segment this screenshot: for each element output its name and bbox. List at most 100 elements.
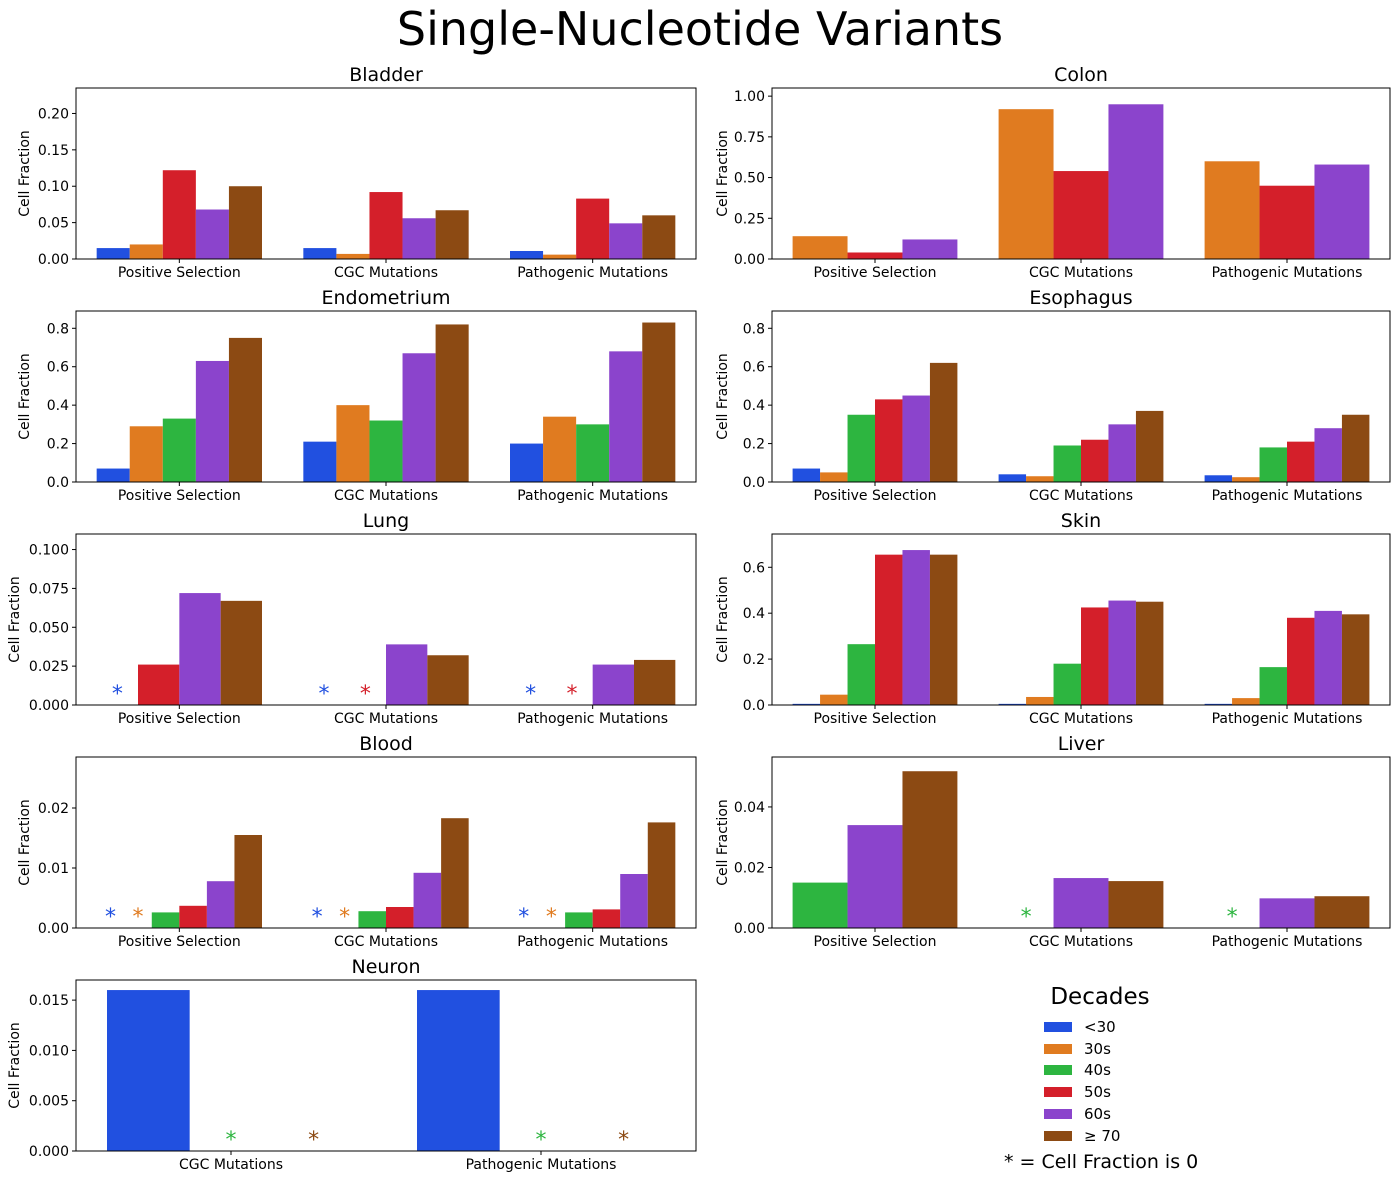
blood-zero-marker-30s-cgc-mutations: * [339,905,350,930]
liver-x-tick-label: CGC Mutations [1029,934,1133,950]
colon-x-tick-label: Positive Selection [814,265,937,281]
colon-x-tick-label: Pathogenic Mutations [1212,265,1363,281]
bladder-bar-50s-pathogenic-mutations [576,198,610,259]
bladder-chart-title: Bladder [349,64,423,86]
bladder-bar-70-plus-cgc-mutations [435,210,469,259]
blood-zero-marker-under-30-positive-selection: * [105,905,116,930]
blood-chart-title: Blood [359,733,413,755]
skin-bar-30s-positive-selection [820,694,848,705]
lung-bar-60s-cgc-mutations [386,644,428,705]
colon-chart-title: Colon [1054,64,1108,86]
lung-zero-marker-under-30-cgc-mutations: * [319,682,330,707]
legend-swatch [1044,1087,1072,1098]
skin-x-tick-label: CGC Mutations [1029,711,1133,727]
colon-y-axis-label: Cell Fraction [715,130,731,217]
endometrium-bar-70-plus-pathogenic-mutations [642,322,676,482]
skin-y-tick-label: 0.2 [743,652,765,668]
blood-x-tick-label: Positive Selection [118,934,241,950]
neuron-zero-marker-70-plus-cgc-mutations: * [308,1128,319,1153]
lung-y-tick-label: 0.100 [29,543,69,559]
bladder-bar-30s-positive-selection [129,244,163,259]
endometrium-bar-under-30-positive-selection [96,468,130,482]
skin-bar-under-30-cgc-mutations [998,703,1027,705]
lung-bar-60s-pathogenic-mutations [592,664,634,705]
legend-item-70-plus: ≥ 70 [1044,1125,1240,1147]
lung-x-tick-label: Positive Selection [118,711,241,727]
colon-y-tick-label: 0.75 [734,130,765,146]
blood-zero-marker-under-30-cgc-mutations: * [312,905,323,930]
blood-bar-70-plus-pathogenic-mutations [647,822,676,928]
lung-zero-marker-50s-pathogenic-mutations: * [567,682,578,707]
neuron-y-tick-label: 0.000 [29,1144,69,1160]
colon-bar-60s-pathogenic-mutations [1314,164,1370,259]
skin-bar-70-plus-cgc-mutations [1135,601,1164,705]
skin-bar-50s-positive-selection [875,554,903,705]
liver-bar-60s-cgc-mutations [1053,878,1109,928]
skin-bar-70-plus-positive-selection [929,554,958,705]
skin-bar-60s-positive-selection [902,550,930,705]
skin-plot-frame [771,533,1391,706]
endometrium-bar-under-30-cgc-mutations [303,441,337,482]
legend-swatch [1044,1021,1072,1032]
blood-y-tick-label: 0.01 [38,861,69,877]
bladder-plot-frame [75,87,697,260]
colon-y-tick-label: 0.00 [734,252,765,268]
lung-x-tick-label: CGC Mutations [334,711,438,727]
colon-plot-frame [771,87,1391,260]
lung-bar-70-plus-pathogenic-mutations [634,659,676,705]
colon-bar-30s-positive-selection [792,236,848,259]
esophagus-bar-70-plus-cgc-mutations [1135,410,1164,482]
endometrium-bar-30s-positive-selection [129,426,163,482]
esophagus-bar-40s-cgc-mutations [1053,445,1081,482]
esophagus-bar-under-30-cgc-mutations [998,474,1027,482]
lung-zero-marker-50s-cgc-mutations: * [360,682,371,707]
neuron-zero-marker-70-plus-pathogenic-mutations: * [618,1128,629,1153]
legend-swatch [1044,1109,1072,1120]
blood-bar-70-plus-positive-selection [234,835,262,928]
skin-y-tick-label: 0.6 [743,560,765,576]
endometrium-bar-70-plus-positive-selection [228,337,262,482]
bladder-bar-under-30-cgc-mutations [303,248,337,259]
blood-bar-60s-cgc-mutations [413,872,442,928]
liver-zero-marker-40s-pathogenic-mutations: * [1227,905,1238,930]
neuron-zero-marker-40s-cgc-mutations: * [226,1128,237,1153]
figure-title: Single-Nucleotide Variants [396,2,1004,56]
colon-bar-50s-cgc-mutations [1053,171,1109,259]
colon-bar-30s-pathogenic-mutations [1204,161,1260,259]
endometrium-y-axis-label: Cell Fraction [17,353,33,440]
bladder-y-tick-label: 0.20 [38,106,69,122]
endometrium-y-tick-label: 0.8 [47,321,69,337]
lung-y-tick-label: 0.075 [29,581,69,597]
esophagus-y-tick-label: 0.8 [743,321,765,337]
skin-bar-40s-pathogenic-mutations [1259,667,1287,705]
blood-zero-marker-30s-pathogenic-mutations: * [546,905,557,930]
bladder-x-tick-label: Pathogenic Mutations [517,265,668,281]
endometrium-y-tick-label: 0.2 [47,437,69,453]
liver-bar-70-plus-pathogenic-mutations [1314,896,1370,928]
neuron-chart-title: Neuron [351,956,420,978]
skin-y-tick-label: 0.4 [743,606,765,622]
blood-bar-60s-pathogenic-mutations [620,874,648,928]
liver-x-tick-label: Positive Selection [814,934,937,950]
neuron-y-tick-label: 0.010 [29,1043,69,1059]
lung-y-tick-label: 0.025 [29,659,69,675]
endometrium-y-tick-label: 0.0 [47,475,69,491]
esophagus-y-tick-label: 0.0 [743,475,765,491]
esophagus-bar-30s-cgc-mutations [1026,476,1054,482]
colon-bar-60s-cgc-mutations [1108,104,1164,260]
lung-y-tick-label: 0.000 [29,698,69,714]
bladder-y-axis-label: Cell Fraction [17,130,33,217]
esophagus-bar-60s-positive-selection [902,395,930,482]
skin-y-tick-label: 0.0 [743,698,765,714]
skin-chart-title: Skin [1061,510,1101,532]
endometrium-bar-under-30-pathogenic-mutations [510,443,544,482]
endometrium-x-tick-label: CGC Mutations [334,488,438,504]
neuron-zero-marker-40s-pathogenic-mutations: * [536,1128,547,1153]
endometrium-y-tick-label: 0.4 [47,398,69,414]
bladder-bar-30s-pathogenic-mutations [543,254,577,259]
neuron-bar-under-30-cgc-mutations [107,990,190,1151]
bladder-x-tick-label: Positive Selection [118,265,241,281]
esophagus-bar-50s-cgc-mutations [1081,439,1109,482]
legend-label: 40s [1084,1061,1111,1080]
